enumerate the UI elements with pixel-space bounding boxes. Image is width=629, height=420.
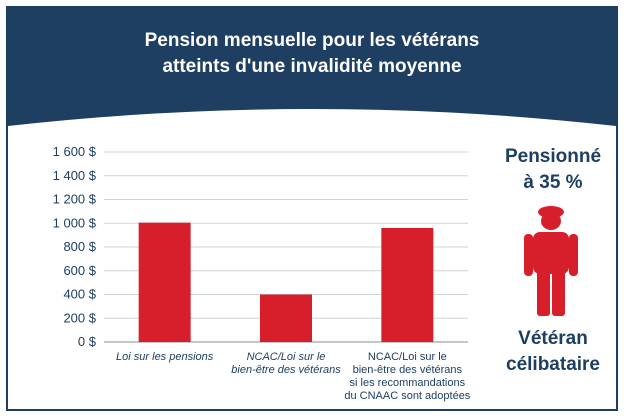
x-category-label: Loi sur les pensions (116, 351, 214, 363)
veteran-status-line-2: célibataire (506, 354, 600, 375)
chart-title: Pension mensuelle pour les vétérans atte… (8, 28, 616, 80)
x-category-label: NCAC/Loi sur le (368, 351, 447, 363)
y-tick-label: 400 $ (63, 287, 96, 302)
pension-rate-line-2: à 35 % (523, 172, 583, 193)
y-tick-label: 200 $ (63, 310, 96, 325)
bar-chart: 0 $ 200 $ 400 $ 600 $ 800 $ 1 000 $ 1 200 $ 1 4… (53, 144, 471, 402)
y-tick-label: 1 200 $ (53, 192, 97, 207)
y-tick-label: 1 600 $ (53, 144, 97, 159)
chart-title-line-1: Pension mensuelle pour les vétérans (144, 30, 480, 51)
veteran-status-label: Vétéran célibataire (488, 326, 616, 378)
pension-rate-line-1: Pensionné (504, 146, 602, 167)
x-category-label: bien-être des vétérans (231, 364, 341, 376)
bar (381, 228, 434, 342)
person-with-beret-icon (524, 206, 578, 316)
y-tick-label: 0 $ (78, 334, 97, 349)
x-category-label: si les recommandations (350, 377, 466, 389)
chart-title-line-2: atteints d'une invalidité moyenne (162, 56, 462, 77)
x-category-label: du CNAAC sont adoptées (344, 390, 470, 402)
bar (260, 294, 312, 342)
pension-rate-label: Pensionné à 35 % (488, 144, 616, 196)
y-tick-label: 800 $ (63, 239, 96, 254)
x-category-label: bien-être des vétérans (353, 364, 463, 376)
header-banner (8, 8, 616, 126)
bar (138, 222, 191, 342)
y-tick-label: 600 $ (63, 263, 96, 278)
y-tick-label: 1 000 $ (53, 215, 97, 230)
veteran-status-line-1: Vétéran (518, 328, 588, 349)
infographic-frame: Pension mensuelle pour les vétérans atte… (6, 6, 618, 411)
y-tick-label: 1 400 $ (53, 168, 97, 183)
x-category-label: NCAC/Loi sur le (247, 351, 326, 363)
